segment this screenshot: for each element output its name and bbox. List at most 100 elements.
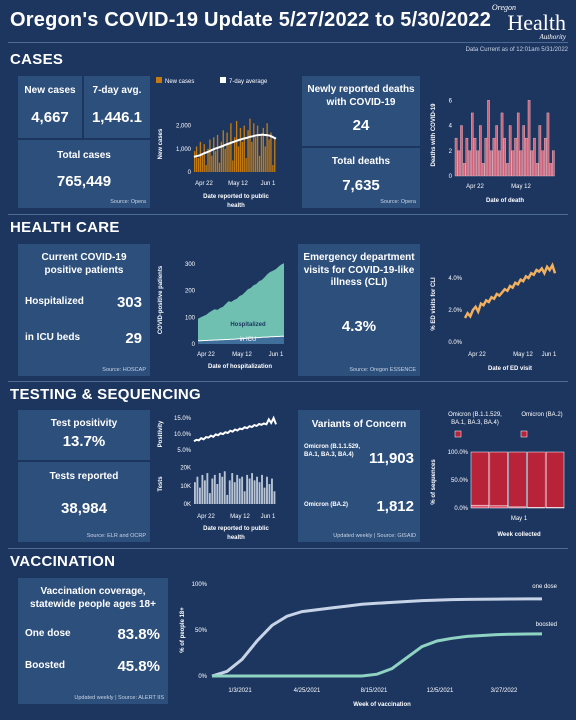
test-bar: [194, 482, 196, 504]
vax-x-tick-label: 12/5/2021: [427, 688, 454, 694]
vax-x-tick-label: 4/25/2021: [294, 688, 321, 694]
boosted-line: [212, 632, 543, 678]
death-bar: [484, 137, 488, 177]
one-dose-value: 83.8%: [117, 626, 160, 643]
death-bar: [495, 125, 498, 177]
case-bar: [209, 139, 211, 172]
var-y-tick-label: 0.0%: [454, 506, 468, 512]
oha-logo: Oregon Health Authority: [491, 3, 566, 41]
pos-y-tick-label: 10.0%: [174, 432, 192, 438]
hosp-xlabel: Date of hospitalization: [208, 364, 272, 370]
icu-area: [198, 336, 284, 344]
divider: [8, 42, 568, 43]
pos-y-tick-label: 15.0%: [174, 416, 192, 422]
death-bar: [454, 137, 458, 177]
variants-chart-svg: Omicron (B.1.1.529, BA.1, BA.3, BA.4) Omic…: [431, 412, 565, 538]
death-bar: [468, 150, 471, 177]
cases-chart: New cases 7-day average 0 1,000 2,000 Apr 22 M…: [152, 74, 282, 214]
vaccination-label: Vaccination coverage, statewide people a…: [30, 586, 156, 610]
avg-value: 1,446.1: [91, 109, 143, 126]
hospitalized-area: [198, 263, 284, 344]
case-bar: [222, 130, 224, 172]
test-bar: [196, 476, 199, 504]
var-x-tick-label: May 1: [511, 516, 528, 522]
case-bar: [260, 134, 263, 172]
one-dose-label: One dose: [25, 628, 71, 639]
death-bar: [525, 137, 528, 177]
divider: [8, 548, 568, 549]
test-bar: [271, 478, 273, 504]
tests-y-tick-label: 10K: [180, 484, 191, 490]
death-bar: [541, 150, 544, 177]
death-bar: [511, 150, 515, 177]
test-bar: [226, 494, 229, 504]
variant1-value: 11,903: [368, 450, 414, 467]
avg-card: 7-day avg. 1,446.1: [84, 76, 150, 138]
ed-xlabel: Date of ED visit: [488, 366, 532, 372]
ed-chart: 0.0% 2.0% 4.0% Apr 22 May 12 Jun 1 % ED visits…: [425, 244, 570, 378]
test-bar: [223, 471, 226, 504]
boosted-series-label: boosted: [536, 622, 557, 628]
total-cases-label: Total cases: [57, 150, 111, 161]
death-bar: [465, 137, 469, 177]
total-deaths-card: Total deaths 7,635 Source: Opera: [302, 148, 420, 208]
death-bar: [549, 163, 552, 177]
death-bar: [479, 125, 482, 177]
case-bar: [253, 123, 255, 172]
legend-avg-label: 7-day average: [229, 79, 268, 85]
deaths-xlabel: Date of death: [486, 198, 524, 204]
death-bar: [530, 150, 534, 177]
section-cases-title: CASES: [10, 51, 64, 68]
deaths-source: Source: Opera: [380, 199, 416, 205]
header: [0, 0, 576, 44]
tests-x-tick-label: May 12: [230, 514, 250, 520]
death-bar: [487, 100, 490, 177]
variants-card: Variants of Concern Omicron (B.1.1.529, …: [298, 410, 420, 542]
avg-label: 7-day avg.: [92, 85, 142, 96]
vax-y-tick-label: 50%: [195, 628, 208, 634]
test-bar: [253, 480, 256, 504]
case-bar: [241, 141, 244, 172]
vaccination-chart: one dose boosted 0% 50% 100% 1/3/2021 4/25/202…: [172, 574, 570, 714]
variant1-bar: [527, 451, 546, 508]
ed-y-tick-label: 4.0%: [448, 276, 462, 282]
ed-y-tick-label: 2.0%: [448, 308, 462, 314]
cases-source: Source: Opera: [110, 199, 146, 205]
deaths-chart-svg: 0 2 4 6 Apr 22 May 12 Deaths with COVID-19 Date…: [431, 98, 555, 204]
section-healthcare-title: HEALTH CARE: [10, 219, 120, 236]
legend-variant2-label: Omicron (BA.2): [521, 412, 562, 418]
pos-ylabel: Positivity: [158, 420, 164, 447]
case-bar: [266, 123, 268, 172]
test-bar: [251, 473, 254, 504]
death-bar: [514, 137, 517, 177]
tests-reported-card: Tests reported 38,984 Source: ELR and OC…: [18, 462, 150, 542]
cases-x-tick-label: Apr 22: [195, 181, 213, 187]
cases-ylabel: New cases: [158, 128, 164, 159]
ed-visits-card: Emergency department visits for COVID-19…: [298, 244, 420, 376]
death-bar: [508, 125, 512, 177]
variants-label: Variants of Concern: [311, 419, 407, 430]
case-bar: [224, 148, 226, 172]
case-bar: [195, 146, 198, 172]
positivity-value: 13.7%: [62, 433, 106, 450]
hosp-y-tick-label: 100: [185, 315, 196, 321]
cases-xlabel: Date reported to public: [203, 194, 269, 200]
test-bar: [228, 480, 231, 504]
legend-avg-swatch: [220, 77, 226, 83]
hosp-y-tick-label: 300: [185, 262, 196, 268]
vax-y-tick-label: 100%: [192, 582, 208, 588]
test-bar: [263, 487, 266, 504]
test-bar: [241, 476, 244, 504]
test-bar: [261, 474, 263, 504]
cases-x-tick-label: Jun 1: [261, 181, 276, 187]
section-testing-title: TESTING & SEQUENCING: [10, 386, 202, 403]
var-xlabel: Week collected: [497, 532, 541, 538]
test-bar: [218, 473, 221, 504]
death-bar: [489, 150, 493, 177]
alert-source: Updated weekly | Source: ALERT IIS: [74, 695, 164, 701]
icu-series-label: in ICU: [240, 337, 257, 343]
positivity-chart: 5.0% 10.0% 15.0% Positivity: [152, 410, 282, 458]
case-bar: [235, 120, 238, 172]
elr-source: Source: ELR and OCRP: [86, 533, 146, 539]
cases-x-tick-label: May 12: [228, 181, 248, 187]
